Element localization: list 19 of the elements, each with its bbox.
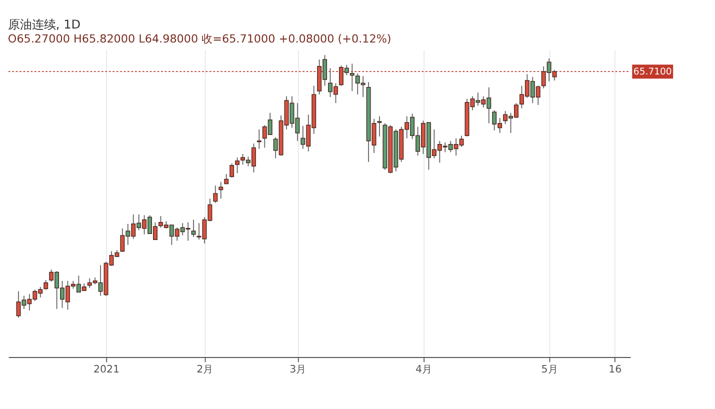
- candlestick: [230, 163, 234, 178]
- x-tick-label: 3月: [290, 363, 306, 376]
- candlestick: [377, 116, 382, 137]
- chart-title: 原油连续, 1D: [8, 17, 81, 32]
- candlestick: [235, 156, 240, 174]
- text: O65.27000 H65.82000 L64.98000 收=65.71000 +0.08000 (+0.12%): [8, 32, 392, 46]
- candlestick: [218, 181, 224, 200]
- candlestick: [44, 280, 48, 290]
- x-tick-label: 16: [608, 363, 622, 376]
- x-tick-label: 4月: [415, 363, 432, 376]
- text: 65.7100: [633, 66, 672, 78]
- x-tick-label: 2月: [196, 363, 214, 376]
- x-tick-label: 2021: [93, 363, 120, 376]
- candlestick: [213, 185, 218, 204]
- candlestick: [256, 128, 262, 150]
- candlestick: [350, 63, 354, 92]
- candlestick: [191, 219, 196, 238]
- candlestick: [224, 174, 229, 184]
- x-tick-label: 5月: [541, 363, 558, 376]
